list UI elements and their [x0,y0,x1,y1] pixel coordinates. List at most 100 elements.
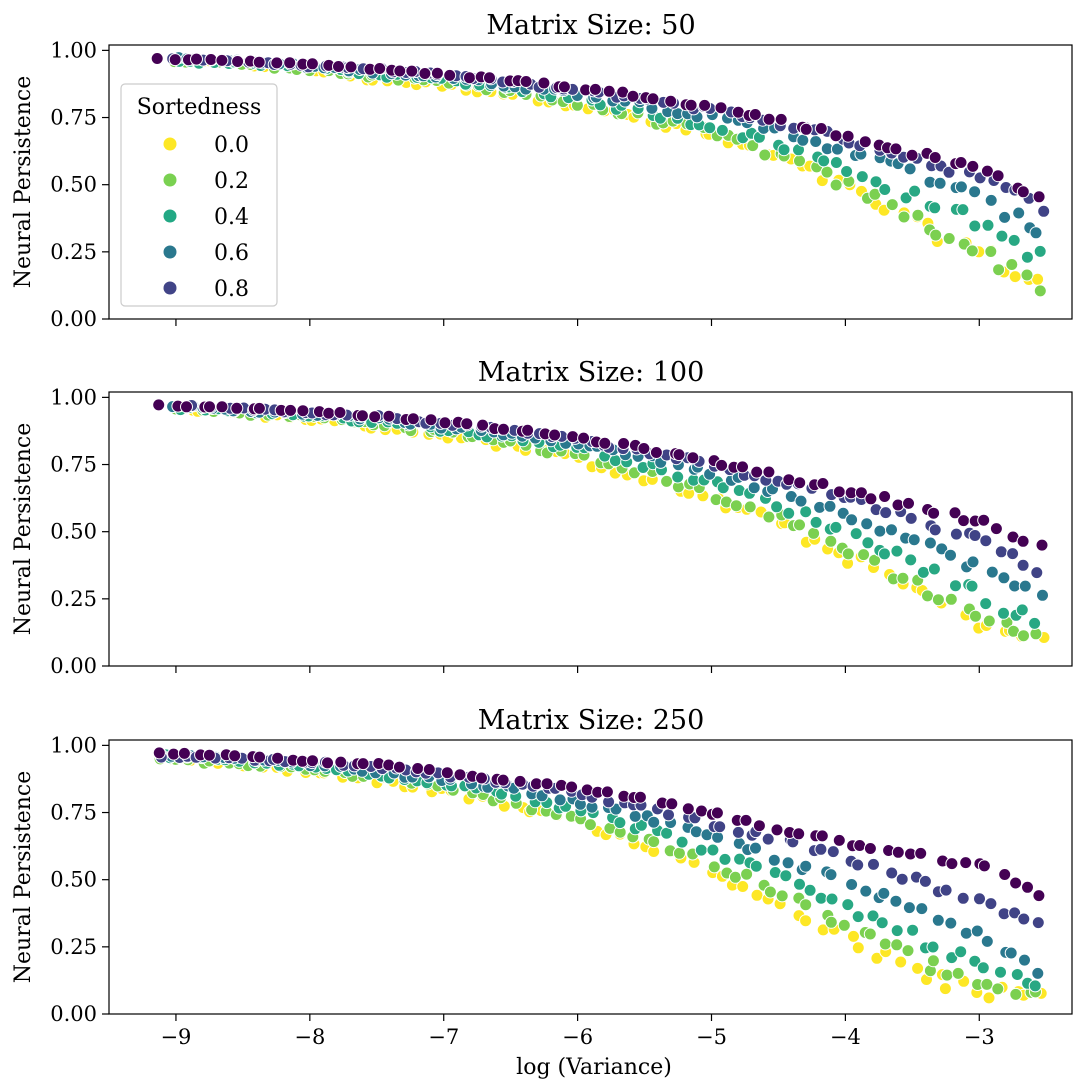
data-point [911,961,925,975]
data-point [1033,284,1047,298]
data-point [945,951,959,965]
data-point [215,53,229,67]
x-tick-label: −6 [562,1025,593,1049]
data-point [793,877,806,891]
data-point [1005,258,1019,271]
data-point [540,777,554,791]
data-point [202,748,216,762]
x-tick-label: −4 [830,1025,861,1049]
data-point [633,790,647,804]
legend-title: Sortedness [137,95,262,120]
data-point [814,122,828,135]
data-point [675,835,689,849]
data-point [634,818,648,832]
data-point [150,52,164,65]
data-point [901,944,915,958]
data-point [637,442,651,455]
data-point [463,71,476,85]
legend-label: 0.4 [214,205,249,230]
legend-marker [163,209,177,223]
data-point [752,819,766,833]
data-point [879,506,893,520]
data-point [997,606,1010,620]
data-point [736,460,749,474]
x-tick-label: −8 [294,1025,325,1049]
data-point [566,430,580,444]
data-point [332,60,345,73]
data-point [807,526,821,540]
data-point [777,143,791,157]
data-point [424,413,438,427]
data-point [890,938,904,952]
x-axis-label: log (Variance) [516,1055,672,1080]
scatter-points [152,746,1048,1005]
data-point [334,755,348,769]
data-point [825,892,839,906]
data-point [995,229,1009,243]
data-point [271,751,285,765]
data-point [889,894,903,908]
data-point [305,57,319,71]
data-point [252,55,266,69]
data-point [907,533,921,547]
data-point [980,934,994,948]
data-point [767,853,781,867]
data-point [497,422,510,436]
data-point [613,816,627,830]
data-point [204,53,218,66]
data-point [998,868,1012,881]
data-point [939,883,953,897]
data-point [761,832,775,846]
data-point [814,891,828,905]
data-point [890,544,904,558]
data-point [894,955,908,969]
data-point [824,868,838,882]
data-point [716,481,730,495]
data-point [854,486,868,500]
data-point [626,89,640,103]
data-point [565,780,579,794]
data-point [867,857,880,871]
data-point [1017,629,1030,643]
data-point [1028,616,1042,630]
data-point [729,499,743,513]
y-tick-label: 0.25 [50,240,97,264]
data-point [830,142,844,156]
data-point [885,523,898,537]
data-point [203,400,216,414]
data-point [851,858,865,872]
data-point [750,465,764,479]
y-tick-label: 0.75 [50,106,97,130]
data-point [927,506,941,520]
data-point [956,891,970,905]
y-tick-label: 0.75 [50,453,97,477]
data-point [231,55,245,68]
data-point [1021,880,1034,894]
data-point [814,842,828,856]
data-point [1031,916,1045,930]
data-point [916,565,930,579]
data-point [762,510,776,524]
data-point [438,416,452,430]
data-point [1010,968,1024,981]
data-point [1032,190,1046,204]
data-point [815,829,829,843]
data-point [306,754,319,768]
data-point [731,825,745,839]
data-point [965,579,979,593]
data-point [928,201,942,215]
data-point [440,766,454,780]
axes-frame [108,739,1073,1015]
data-point [736,880,750,893]
data-point [1016,185,1030,199]
data-point [944,548,957,562]
data-point [926,940,940,954]
data-point [1008,579,1022,593]
data-point [1015,603,1029,617]
data-point [977,513,991,527]
legend-label: 0.0 [214,133,249,158]
data-point [368,410,382,424]
data-point [762,112,776,126]
data-point [899,191,913,205]
